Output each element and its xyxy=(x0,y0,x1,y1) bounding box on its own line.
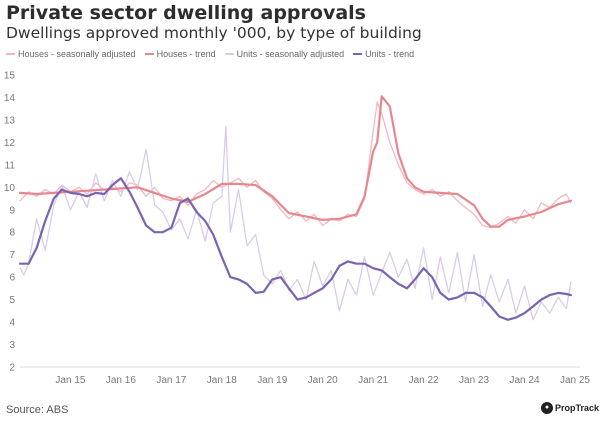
x-tick-label: Jan 19 xyxy=(257,375,287,386)
brand-logo: ● PropTrack xyxy=(541,402,599,414)
y-tick-label: 13 xyxy=(4,115,16,126)
legend-label-units-trend: Units - trend xyxy=(365,49,415,59)
x-tick-label: Jan 15 xyxy=(55,375,85,386)
series-line-houses-trend xyxy=(18,95,573,228)
x-tick-label: Jan 22 xyxy=(409,375,439,386)
legend-label-houses-trend: Houses - trend xyxy=(156,49,216,59)
legend-item-houses-trend[interactable]: Houses - trend xyxy=(144,49,216,59)
legend-swatch-units-trend xyxy=(353,53,363,55)
legend-swatch-houses-trend xyxy=(144,53,154,55)
y-tick-label: 6 xyxy=(9,273,15,284)
series-line-units-sa xyxy=(19,126,572,321)
legend-swatch-units-sa xyxy=(224,53,234,55)
series-line-houses-sa xyxy=(19,101,572,229)
y-tick-label: 14 xyxy=(4,93,16,104)
y-tick-label: 7 xyxy=(9,250,15,261)
x-tick-label: Jan 21 xyxy=(358,375,388,386)
x-tick-label: Jan 17 xyxy=(156,375,186,386)
y-tick-label: 4 xyxy=(9,318,15,329)
source-note: Source: ABS xyxy=(6,404,69,416)
proptrack-logo-icon: ● xyxy=(541,402,553,414)
x-tick-label: Jan 18 xyxy=(207,375,237,386)
y-tick-label: 2 xyxy=(9,363,15,374)
y-tick-label: 8 xyxy=(9,228,15,239)
chart-title: Private sector dwelling approvals xyxy=(6,2,366,24)
y-tick-label: 3 xyxy=(9,340,15,351)
y-tick-label: 9 xyxy=(9,205,15,216)
legend: Houses - seasonally adjusted Houses - tr… xyxy=(6,49,414,59)
y-tick-label: 12 xyxy=(4,138,16,149)
y-tick-label: 10 xyxy=(4,183,16,194)
legend-label-units-sa: Units - seasonally adjusted xyxy=(236,49,345,59)
y-tick-label: 15 xyxy=(4,71,16,82)
brand-name: PropTrack xyxy=(555,403,600,413)
legend-label-houses-sa: Houses - seasonally adjusted xyxy=(18,49,136,59)
legend-item-houses-sa[interactable]: Houses - seasonally adjusted xyxy=(6,49,136,59)
legend-swatch-houses-sa xyxy=(6,53,15,55)
x-tick-label: Jan 25 xyxy=(560,375,590,386)
series-line-units-trend xyxy=(18,177,573,321)
x-tick-label: Jan 20 xyxy=(308,375,338,386)
legend-item-units-sa[interactable]: Units - seasonally adjusted xyxy=(224,49,345,59)
x-tick-label: Jan 24 xyxy=(509,375,539,386)
y-tick-label: 5 xyxy=(9,295,15,306)
x-tick-label: Jan 16 xyxy=(106,375,136,386)
x-tick-label: Jan 23 xyxy=(459,375,489,386)
y-tick-label: 11 xyxy=(5,160,16,171)
legend-item-units-trend[interactable]: Units - trend xyxy=(353,49,414,59)
chart-subtitle: Dwellings approved monthly '000, by type… xyxy=(6,24,422,42)
